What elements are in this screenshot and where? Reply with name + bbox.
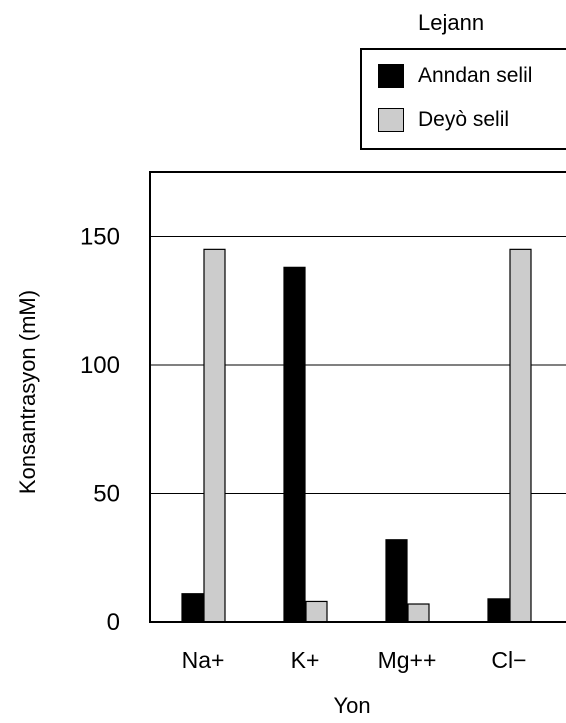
x-tick-label: Mg++ <box>378 647 437 673</box>
x-axis-label: Yon <box>333 693 371 718</box>
bar <box>283 266 306 623</box>
bar <box>181 593 204 623</box>
plot-frame <box>149 171 566 623</box>
bar <box>305 600 328 623</box>
bar <box>203 248 226 623</box>
y-tick-label: 50 <box>93 481 120 508</box>
legend-swatch-outside <box>378 108 404 132</box>
legend-swatch-inside <box>378 64 404 88</box>
axes <box>149 171 566 623</box>
x-tick-label: Cl− <box>491 647 526 673</box>
legend-entry-outside: Deyò selil <box>378 108 509 132</box>
y-tick-label: 0 <box>107 609 120 636</box>
y-axis-label: Konsantrasyon (mM) <box>15 289 40 495</box>
bar <box>385 539 408 623</box>
legend-label-inside: Anndan selil <box>418 64 533 87</box>
bars <box>181 248 532 623</box>
legend: Anndan selil Deyò selil <box>360 48 566 150</box>
y-tick-label: 150 <box>80 224 120 251</box>
bar <box>407 603 430 623</box>
y-tick-labels: 0 50 100 150 <box>80 224 120 637</box>
y-tick-label: 100 <box>80 352 120 379</box>
legend-entry-inside: Anndan selil <box>378 64 532 88</box>
bar <box>509 248 532 623</box>
legend-title: Lejann <box>418 10 485 35</box>
x-tick-label: Na+ <box>182 647 225 673</box>
x-tick-label: K+ <box>291 647 320 673</box>
bar <box>487 598 510 623</box>
x-tick-labels: Na+ K+ Mg++ Cl− <box>182 647 527 673</box>
legend-label-outside: Deyò selil <box>418 108 510 131</box>
